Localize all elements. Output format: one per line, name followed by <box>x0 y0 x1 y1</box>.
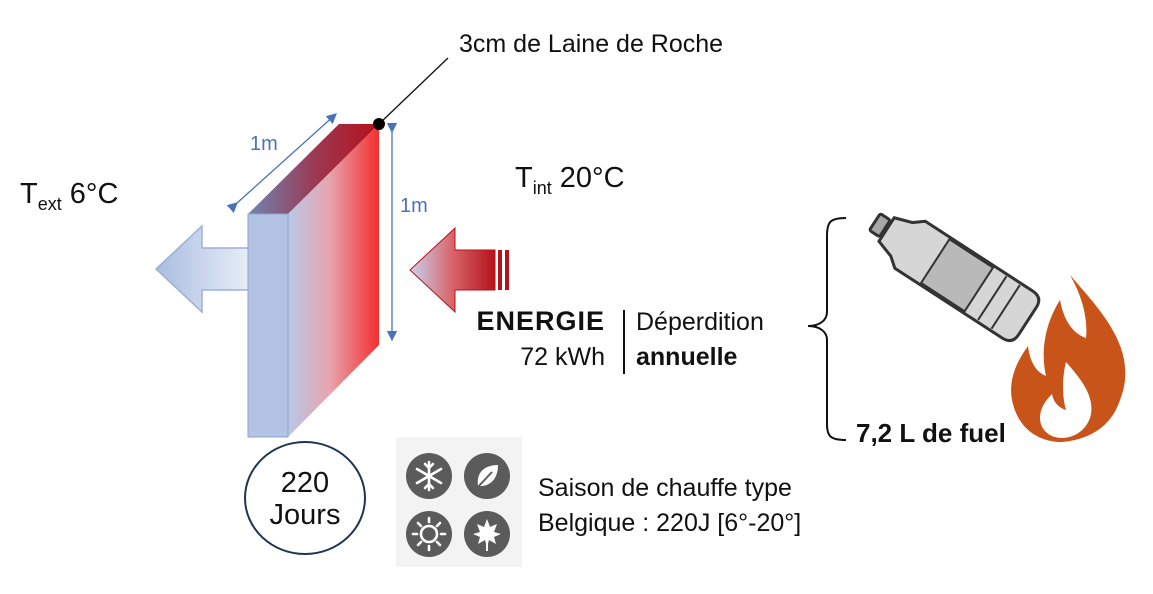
days-badge: 220 Jours <box>244 441 366 555</box>
cold-outflow-arrow <box>154 224 251 314</box>
wall-side-face <box>247 213 289 438</box>
heat-inflow-stripe <box>505 250 509 290</box>
energy-value: 72 kWh <box>520 343 605 371</box>
leaf-icon <box>464 453 510 499</box>
loss-label-line1: Déperdition <box>636 308 764 336</box>
temp-int-value: 20°C <box>559 162 625 194</box>
insulation-leader-dot <box>373 118 385 130</box>
temp-int-subscript: int <box>532 178 552 198</box>
heat-inflow-arrow <box>409 226 496 314</box>
sun-icon <box>406 511 452 557</box>
energy-title: ENERGIE <box>476 306 605 336</box>
insulation-label: 3cm de Laine de Roche <box>459 30 724 58</box>
temp-ext-subscript: ext <box>37 194 62 214</box>
curly-brace <box>807 217 847 441</box>
flame-icon <box>1011 275 1126 442</box>
maple-leaf-icon <box>464 511 510 557</box>
days-number: 220 <box>280 467 330 499</box>
temp-int-symbol: T <box>515 162 533 194</box>
snowflake-icon <box>406 453 452 499</box>
width-dimension-label: 1m <box>250 133 278 155</box>
insulation-leader-line <box>378 57 449 125</box>
heat-inflow-stripe <box>498 250 502 290</box>
seasons-panel <box>396 437 522 567</box>
width-dimension-arrow <box>226 113 337 213</box>
fuel-equivalent: 7,2 L de fuel <box>856 418 1006 448</box>
height-dimension-label: 1m <box>400 195 428 217</box>
water-bottle-icon <box>868 212 1041 343</box>
temp-ext-symbol: T <box>20 178 38 210</box>
days-unit: Jours <box>269 499 341 531</box>
exterior-temperature: Text 6°C <box>20 178 119 214</box>
interior-temperature: Tint 20°C <box>515 162 625 198</box>
temp-ext-value: 6°C <box>69 178 119 210</box>
season-label-line1: Saison de chauffe type <box>538 474 792 502</box>
season-label-line2: Belgique : 220J [6°-20°] <box>538 509 802 537</box>
loss-label-line2: annuelle <box>636 343 738 371</box>
